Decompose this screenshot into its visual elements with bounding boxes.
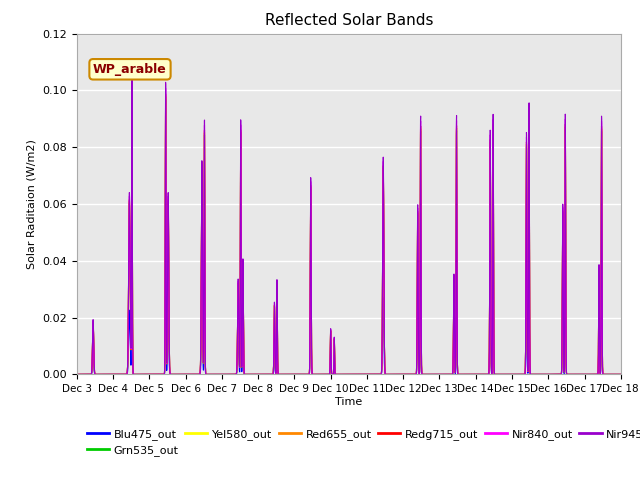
Grn535_out <box>128 90 136 96</box>
Nir840_out <box>329 372 337 377</box>
Nir840_out <box>287 372 295 377</box>
Yel580_out <box>502 372 509 377</box>
Nir840_out <box>617 372 625 377</box>
Nir945_out <box>329 372 337 377</box>
Nir945_out <box>471 372 479 377</box>
Yel580_out <box>616 372 624 377</box>
Redg715_out <box>617 372 625 377</box>
Redg715_out <box>329 372 337 377</box>
Red655_out <box>617 372 625 377</box>
Nir840_out <box>128 78 136 84</box>
Yel580_out <box>128 87 136 93</box>
Blu475_out <box>128 266 136 272</box>
Blu475_out <box>616 372 624 377</box>
Yel580_out <box>617 372 625 377</box>
Grn535_out <box>73 372 81 377</box>
Yel580_out <box>329 372 337 377</box>
Nir945_out <box>616 372 624 377</box>
Nir840_out <box>471 372 479 377</box>
Redg715_out <box>128 84 136 90</box>
Y-axis label: Solar Raditaion (W/m2): Solar Raditaion (W/m2) <box>27 139 36 269</box>
Blu475_out <box>441 372 449 377</box>
Red655_out <box>502 372 509 377</box>
Yel580_out <box>471 372 479 377</box>
X-axis label: Time: Time <box>335 397 362 407</box>
Grn535_out <box>329 372 337 377</box>
Nir840_out <box>171 372 179 377</box>
Title: Reflected Solar Bands: Reflected Solar Bands <box>264 13 433 28</box>
Line: Red655_out: Red655_out <box>77 90 621 374</box>
Text: WP_arable: WP_arable <box>93 63 167 76</box>
Red655_out <box>287 372 295 377</box>
Red655_out <box>471 372 479 377</box>
Redg715_out <box>502 372 509 377</box>
Blu475_out <box>171 372 179 377</box>
Nir840_out <box>502 372 509 377</box>
Grn535_out <box>287 372 295 377</box>
Nir840_out <box>73 372 81 377</box>
Blu475_out <box>502 372 509 377</box>
Grn535_out <box>616 372 624 377</box>
Red655_out <box>171 372 179 377</box>
Legend: Blu475_out, Grn535_out, Yel580_out, Red655_out, Redg715_out, Nir840_out, Nir945_: Blu475_out, Grn535_out, Yel580_out, Red6… <box>83 424 640 460</box>
Yel580_out <box>171 372 179 377</box>
Nir840_out <box>616 372 624 377</box>
Line: Redg715_out: Redg715_out <box>77 87 621 374</box>
Blu475_out <box>617 372 625 377</box>
Nir945_out <box>502 372 509 377</box>
Redg715_out <box>287 372 295 377</box>
Red655_out <box>441 372 449 377</box>
Blu475_out <box>287 372 295 377</box>
Nir945_out <box>128 72 136 78</box>
Red655_out <box>329 372 337 377</box>
Redg715_out <box>616 372 624 377</box>
Blu475_out <box>329 372 337 377</box>
Red655_out <box>128 87 136 93</box>
Blu475_out <box>73 372 81 377</box>
Red655_out <box>73 372 81 377</box>
Redg715_out <box>471 372 479 377</box>
Grn535_out <box>502 372 509 377</box>
Blu475_out <box>471 372 479 377</box>
Line: Blu475_out: Blu475_out <box>77 269 621 374</box>
Red655_out <box>616 372 624 377</box>
Line: Yel580_out: Yel580_out <box>77 90 621 374</box>
Nir945_out <box>287 372 295 377</box>
Nir945_out <box>171 372 179 377</box>
Line: Nir840_out: Nir840_out <box>77 81 621 374</box>
Nir945_out <box>73 372 81 377</box>
Redg715_out <box>441 372 449 377</box>
Yel580_out <box>441 372 449 377</box>
Yel580_out <box>73 372 81 377</box>
Grn535_out <box>171 372 179 377</box>
Nir945_out <box>617 372 625 377</box>
Redg715_out <box>73 372 81 377</box>
Grn535_out <box>471 372 479 377</box>
Grn535_out <box>617 372 625 377</box>
Nir840_out <box>441 372 449 377</box>
Nir945_out <box>441 372 449 377</box>
Grn535_out <box>441 372 449 377</box>
Line: Nir945_out: Nir945_out <box>77 75 621 374</box>
Yel580_out <box>287 372 295 377</box>
Line: Grn535_out: Grn535_out <box>77 93 621 374</box>
Redg715_out <box>171 372 179 377</box>
